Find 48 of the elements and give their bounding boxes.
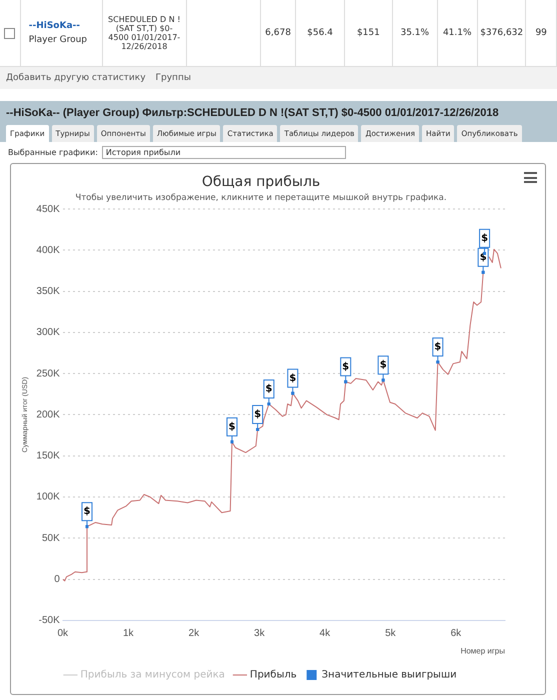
y-tick-label: 450K [36,204,60,215]
data-label: $ [380,360,387,371]
legend-label: Прибыль за минусом рейка [80,670,225,681]
text: --HiSoKa-- (Player Group) Фильтр:SCHEDULED D N !(SAT ST,T) $0-4500 01/01/2017-12/26/2018 [6,107,500,119]
x-tick-label: 1k [122,628,135,640]
x-tick-label: 5k [385,628,397,640]
y-tick-label: 0 [54,574,60,586]
text: 35.1% [393,0,438,66]
data-label: $ [265,384,272,395]
text: $376,632 [478,0,526,66]
data-label: $ [254,409,262,420]
text: $151 [344,0,394,66]
data-label: $ [434,342,442,353]
text: 41.1% [438,0,478,66]
text: SCHEDULED D N !(SAT ST,T) $0-4500 01/01/2017-12/26/2018 [102,0,187,66]
x-tick-label: 0k [57,628,70,640]
y-tick-label: 350K [36,286,60,298]
y-tick-label: 300K [36,327,60,338]
y-tick-label: -50K [38,615,60,626]
y-tick-label: 100K [36,492,60,503]
text: История прибыли [102,146,346,159]
text: --HiSoKa-- [28,21,80,31]
text: Player Group [28,35,88,45]
data-label: $ [228,421,236,432]
text: $56.4 [296,0,345,66]
x-tick-label: 3k [254,628,266,640]
text: Добавить другую статистику [6,73,146,83]
y-tick-label: 200K [36,409,60,420]
text: 6,678 [260,0,296,66]
y-tick-label: 400K [36,244,60,256]
data-label: $ [84,506,91,518]
text: Группы [156,73,191,83]
x-tick-label: 4k [320,628,332,640]
data-label: $ [481,233,488,244]
x-axis-title: Номер игры [460,646,506,656]
text: Выбранные графики: [8,148,98,157]
chart-subtitle: Чтобы увеличить изображение, кликните и перетащите мышкой внутрь графика. [75,193,447,204]
legend-label: Прибыль [250,670,297,681]
x-tick-label: 2k [188,628,200,640]
text: 99 [526,0,557,66]
data-label: $ [289,372,296,384]
y-tick-label: 150K [36,450,60,462]
chart-title: Общая прибыль [202,174,320,190]
legend-label: Значительные выигрыши [322,670,457,681]
x-tick-label: 6k [450,628,462,640]
y-tick-label: 250K [36,368,60,380]
y-tick-label: 50K [42,532,60,544]
data-label: $ [342,361,350,372]
